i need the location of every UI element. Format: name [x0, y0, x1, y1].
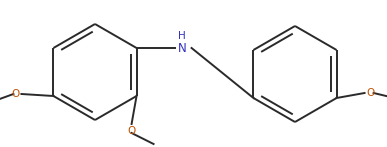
Text: N: N [178, 41, 186, 55]
Text: H: H [178, 31, 185, 41]
Text: O: O [127, 126, 136, 136]
Text: O: O [366, 88, 375, 98]
Text: O: O [11, 89, 19, 99]
